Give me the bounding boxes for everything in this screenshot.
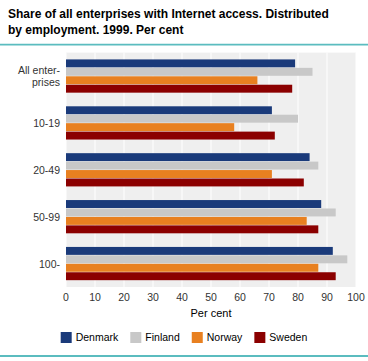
y-tick-label: 50-99 (33, 211, 60, 223)
bar (66, 272, 336, 280)
bar (66, 85, 292, 93)
bar (66, 153, 310, 161)
bar (66, 106, 272, 114)
legend-swatch (192, 332, 203, 343)
bar (66, 255, 347, 263)
bar (66, 208, 336, 216)
bar (66, 76, 257, 84)
chart: Share of all enterprises with Internet a… (0, 0, 368, 361)
text-line: by employment. 1999. Per cent (8, 23, 183, 37)
text-line: Share of all enterprises with Internet a… (8, 7, 329, 21)
bar (66, 59, 295, 67)
bar (66, 217, 307, 225)
legend-label: Sweden (269, 331, 307, 343)
text-line: 20-49 (33, 164, 60, 176)
x-tick-label: 70 (263, 291, 275, 303)
legend-label: Denmark (76, 331, 119, 343)
text-line: prises (32, 76, 60, 88)
bar (66, 225, 318, 233)
y-tick-label: All enter-prises (18, 64, 61, 88)
separator (0, 355, 368, 357)
legend-label: Norway (207, 331, 243, 343)
legend-swatch (254, 332, 265, 343)
text-line: 10-19 (33, 117, 60, 129)
bar (66, 115, 298, 123)
x-tick-label: 90 (321, 291, 333, 303)
bar (66, 123, 234, 131)
x-tick-label: 40 (176, 291, 188, 303)
separator (0, 44, 368, 46)
bar (66, 162, 318, 170)
x-tick-label: 0 (63, 291, 69, 303)
text-line: 100- (39, 258, 61, 270)
y-tick-label: 10-19 (33, 117, 60, 129)
bar (66, 200, 321, 208)
legend-label: Finland (145, 331, 180, 343)
bar (66, 178, 304, 186)
legend: Denmark Finland Norway Sweden (61, 331, 308, 343)
x-tick-label: 60 (234, 291, 246, 303)
text-line: 50-99 (33, 211, 60, 223)
y-tick-label: 20-49 (33, 164, 60, 176)
x-tick-label: 50 (205, 291, 217, 303)
title: Share of all enterprises with Internet a… (8, 7, 329, 37)
plot-background (66, 53, 356, 287)
x-axis-label: Per cent (191, 307, 232, 319)
x-tick-label: 80 (292, 291, 304, 303)
legend-swatch (130, 332, 141, 343)
y-tick-label: 100- (39, 258, 61, 270)
x-tick-label: 10 (89, 291, 101, 303)
bar (66, 264, 318, 272)
bars (66, 59, 347, 280)
bar (66, 247, 333, 255)
bar (66, 132, 275, 140)
x-tick-label: 30 (147, 291, 159, 303)
bar (66, 68, 313, 76)
text-line: All enter- (18, 64, 61, 76)
x-tick-label: 100 (347, 291, 365, 303)
bar (66, 170, 272, 178)
x-tick-label: 20 (118, 291, 130, 303)
legend-swatch (61, 332, 72, 343)
grid-line (356, 53, 357, 287)
